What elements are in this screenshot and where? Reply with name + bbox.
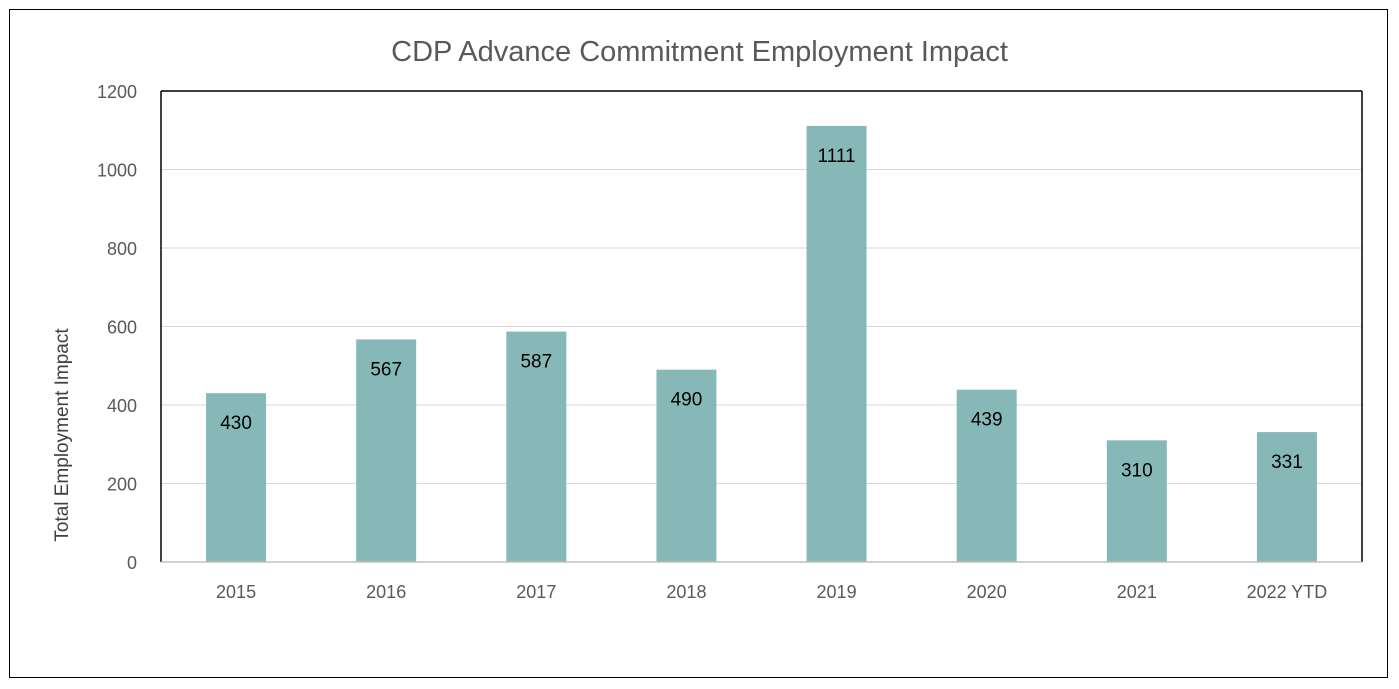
x-tick-label: 2022 YTD [1247,582,1328,602]
x-tick-label: 2016 [366,582,406,602]
chart-title: CDP Advance Commitment Employment Impact [391,36,1008,68]
data-label: 331 [1271,452,1303,473]
data-label: 567 [370,359,402,380]
gridlines [161,90,1362,484]
data-labels: 430 567 587 490 1111 439 310 331 [220,146,1303,481]
chart-frame [9,9,1388,678]
bar [1256,432,1317,562]
y-tick-label: 0 [127,553,137,573]
x-tick-label: 2017 [516,582,556,602]
x-tick-label: 2015 [216,582,256,602]
y-tick-label: 1000 [97,161,137,181]
bar [506,331,567,562]
data-label: 490 [671,390,703,411]
data-label: 587 [520,352,552,373]
y-tick-label: 800 [107,239,137,259]
x-tick-label: 2018 [666,582,706,602]
x-tick-label: 2021 [1117,582,1157,602]
y-tick-label: 1200 [97,82,137,102]
y-tick-label: 200 [107,475,137,495]
bar [1106,440,1167,562]
data-label: 1111 [818,146,856,167]
y-tick-label: 600 [107,318,137,338]
bar [806,125,867,563]
bar [956,389,1017,562]
axes: 0 200 400 600 800 1000 1200 2015 2016 2017 2018 201… [97,82,1363,602]
bar [206,393,267,562]
x-tick-label: 2020 [967,582,1007,602]
data-label: 310 [1121,460,1153,481]
data-label: 430 [220,413,252,434]
bar [356,339,417,562]
data-label: 439 [971,410,1003,431]
bar [656,369,717,562]
y-tick-label: 400 [107,396,137,416]
x-tick-label: 2019 [817,582,857,602]
bars [206,125,1317,563]
